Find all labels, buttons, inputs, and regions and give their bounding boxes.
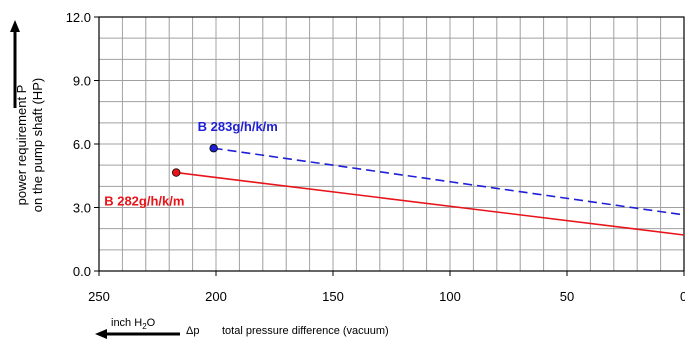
x-axis-unit: inch H2O xyxy=(111,317,156,331)
x-tick-label: 0 xyxy=(680,289,685,304)
series-label: B 283g/h/k/m xyxy=(198,119,278,134)
x-axis-symbol: Δp xyxy=(186,325,199,337)
series-line xyxy=(176,171,685,236)
y-axis-label-line2: on the pump shaft (HP) xyxy=(30,78,45,212)
y-tick-label: 12.0 xyxy=(66,10,91,25)
x-axis-arrow-icon xyxy=(95,329,180,339)
series-group: B 283g/h/k/m B 282g/h/k/m xyxy=(104,119,685,236)
x-tick-label: 250 xyxy=(88,289,110,304)
x-tick-label: 50 xyxy=(560,289,574,304)
y-tick-label: 6.0 xyxy=(73,137,91,152)
series-start-point xyxy=(209,144,218,153)
x-axis-label: total pressure difference (vacuum) xyxy=(222,325,389,337)
y-axis-label-line1: power requirement P xyxy=(14,85,29,206)
tick-labels: 0.0 3.0 6.0 9.0 12.0 250 200 150 100 50 0 xyxy=(66,10,685,304)
grid xyxy=(98,16,685,272)
y-tick-label: 0.0 xyxy=(73,264,91,279)
y-tick-label: 9.0 xyxy=(73,74,91,89)
x-tick-label: 100 xyxy=(439,289,461,304)
series-start-point xyxy=(172,168,181,177)
x-tick-label: 200 xyxy=(205,289,227,304)
y-tick-label: 3.0 xyxy=(73,201,91,216)
plot-frame xyxy=(94,16,685,276)
series-line xyxy=(213,147,685,216)
series-label: B 282g/h/k/m xyxy=(104,194,184,209)
x-tick-label: 150 xyxy=(322,289,344,304)
y-axis-arrow-icon xyxy=(10,20,20,108)
y-axis-title: power requirement P on the pump shaft (H… xyxy=(14,78,45,212)
